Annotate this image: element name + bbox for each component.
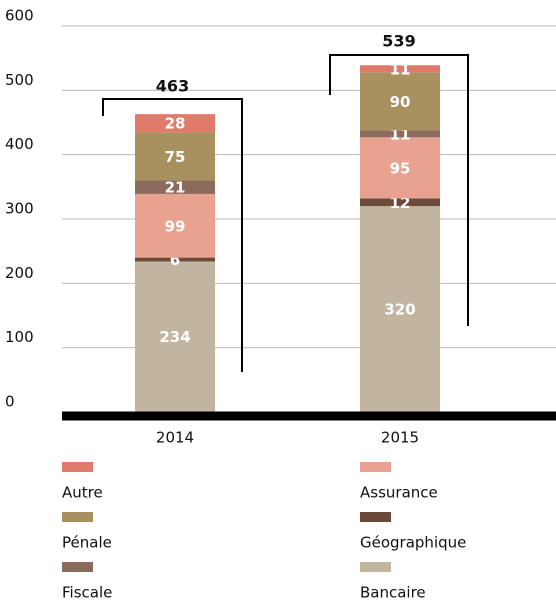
y-tick-label: 500 (5, 71, 34, 89)
bar-segment (360, 198, 440, 207)
total-bracket (102, 98, 243, 372)
x-tick-label: 2015 (381, 429, 419, 447)
data-label: 28 (165, 115, 186, 133)
data-label: 21 (165, 179, 186, 197)
bar-segment (360, 130, 440, 138)
legend-label: Assurance (360, 484, 438, 502)
y-tick-label: 600 (5, 7, 34, 25)
data-label: 6 (170, 251, 180, 269)
legend-label: Géographique (360, 534, 466, 552)
bar-segment (360, 72, 440, 131)
legend-label: Fiscale (62, 584, 112, 602)
legend-swatch (62, 562, 93, 572)
y-tick-label: 400 (5, 135, 34, 153)
legend-label: Autre (62, 484, 103, 502)
legend-swatch (62, 462, 93, 472)
bar-segment (135, 193, 215, 258)
bar-segment (135, 114, 215, 133)
data-label: 320 (384, 301, 415, 319)
bar-segment (360, 206, 440, 412)
data-label: 95 (390, 159, 411, 177)
legend-swatch (360, 462, 391, 472)
legend-swatch (360, 562, 391, 572)
y-tick-label: 300 (5, 200, 34, 218)
bar-segment (135, 261, 215, 412)
total-bracket (329, 54, 469, 326)
data-label: 99 (165, 217, 186, 235)
bar-segment (135, 132, 215, 181)
legend-label: Bancaire (360, 584, 426, 602)
bar-segment (360, 137, 440, 199)
legend-label: Pénale (62, 534, 112, 552)
y-tick-label: 200 (5, 264, 34, 282)
data-label: 90 (390, 93, 411, 111)
bar-segment (135, 180, 215, 194)
y-tick-label: 100 (5, 328, 34, 346)
data-label: 11 (390, 60, 411, 78)
total-label: 539 (382, 32, 415, 51)
data-label: 75 (165, 148, 186, 166)
legend-swatch (62, 512, 93, 522)
data-label: 234 (159, 328, 190, 346)
bar-segment (360, 65, 440, 73)
legend-swatch (360, 512, 391, 522)
bar-segment (135, 257, 215, 262)
x-tick-label: 2014 (156, 429, 194, 447)
total-label: 463 (156, 77, 189, 96)
y-tick-label: 0 (5, 393, 15, 411)
